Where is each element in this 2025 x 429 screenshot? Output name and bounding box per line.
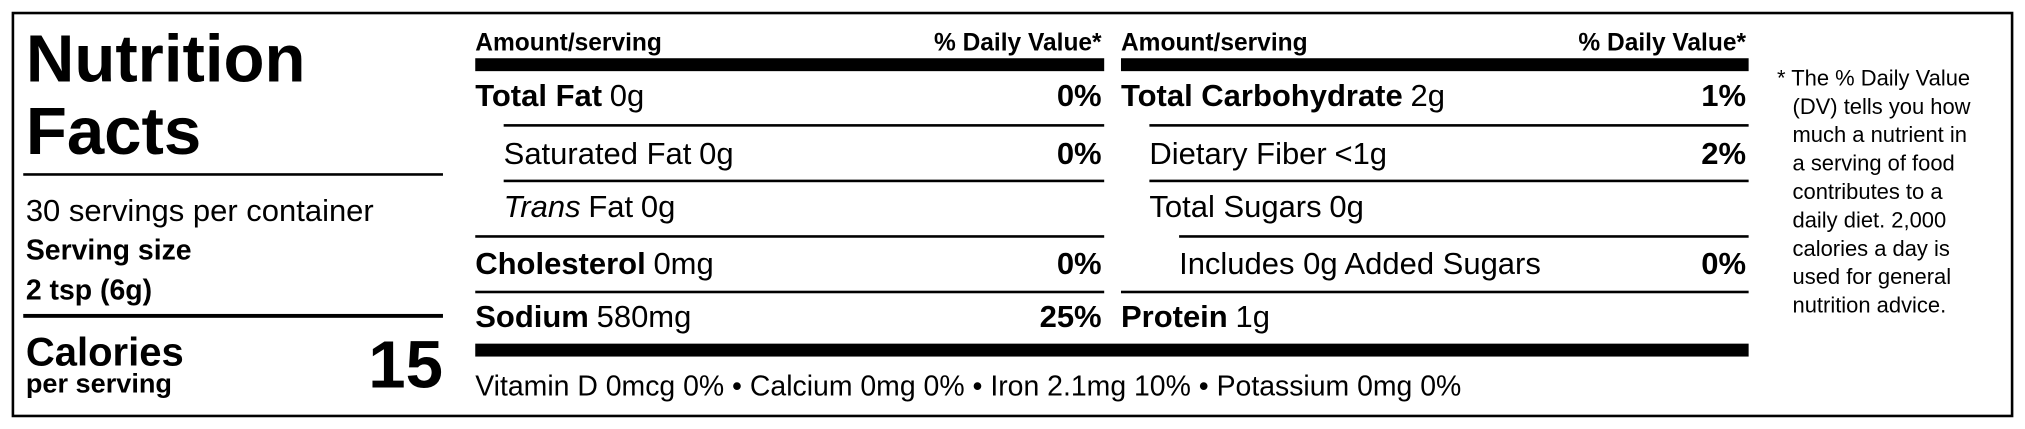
nutrient-name: Cholesterol: [475, 246, 645, 281]
footnote-line: calories a day is: [1793, 236, 1950, 261]
rule: [23, 173, 443, 176]
serving-size-label: Serving size: [26, 235, 192, 267]
amount-header: Amount/serving: [1121, 29, 1308, 56]
nutrient-amount: 0g: [1329, 189, 1363, 224]
row-label: Dietary Fiber <1g: [1149, 136, 1387, 171]
nutrient-name: Sodium: [475, 299, 589, 334]
daily-value: 1%: [1701, 78, 1746, 113]
footnote-line: contributes to a: [1793, 179, 1944, 204]
row-label: Total Sugars 0g: [1149, 189, 1363, 224]
row-label: Saturated Fat 0g: [504, 136, 734, 171]
calories-label: Calories: [26, 331, 184, 375]
rule: [503, 124, 1105, 127]
border: [11, 11, 2014, 418]
daily-value: 2%: [1701, 136, 1746, 171]
daily-value: 0%: [1701, 246, 1746, 281]
nutrient-amount: 0mg: [653, 246, 713, 281]
nutrient-name: Saturated Fat: [504, 136, 692, 171]
title: Nutrition: [26, 21, 306, 96]
calories-sub: per serving: [26, 368, 172, 399]
dv-header: % Daily Value*: [1578, 29, 1746, 56]
footnote-line: nutrition advice.: [1793, 293, 1947, 318]
rule: [1120, 290, 1749, 294]
nutrient-name: Fat: [588, 189, 633, 224]
micronutrients: Vitamin D 0mcg 0% • Calcium 0mg 0% • Iro…: [475, 370, 1461, 402]
nutrient-name: Total Sugars: [1149, 189, 1321, 224]
nutrient-amount: 580mg: [597, 299, 692, 334]
footnote-line: used for general: [1793, 264, 1952, 289]
daily-value: 25%: [1040, 299, 1102, 334]
rule: [1149, 179, 1749, 183]
nutrient-name: Dietary Fiber: [1149, 136, 1326, 171]
nutrient-amount: 0g: [610, 78, 644, 113]
rule: [23, 313, 443, 318]
footnote-line: much a nutrient in: [1793, 122, 1967, 147]
rule: [1149, 124, 1749, 127]
amount-header: Amount/serving: [475, 29, 662, 56]
servings: 30 servings per container: [26, 193, 374, 228]
title: Facts: [26, 94, 201, 169]
row-label: Total Fat 0g: [475, 78, 644, 113]
nutrient-name: Total Carbohydrate: [1121, 78, 1403, 113]
nutrient-amount: <1g: [1334, 136, 1387, 171]
row-label: Cholesterol 0mg: [475, 246, 713, 281]
row-label: Total Carbohydrate 2g: [1121, 78, 1445, 113]
nutrient-name: Protein: [1121, 299, 1228, 334]
daily-value: 0%: [1057, 78, 1102, 113]
nutrient-name: Includes 0g Added Sugars: [1179, 246, 1541, 281]
serving-size: 2 tsp (6g): [26, 275, 152, 307]
nutrient-amount: 0g: [699, 136, 733, 171]
daily-value: 0%: [1057, 246, 1102, 281]
footnote-line: a serving of food: [1793, 151, 1955, 176]
nutrient-amount: 2g: [1410, 78, 1444, 113]
nutrient-amount: 0g: [641, 189, 675, 224]
daily-value: 0%: [1057, 136, 1102, 171]
italic-name: Trans: [504, 189, 581, 224]
row-label: Trans Fat 0g: [504, 189, 676, 224]
row-label: Includes 0g Added Sugars: [1179, 246, 1541, 281]
row-label: Protein 1g: [1121, 299, 1270, 334]
thick-bar: [475, 58, 1105, 72]
nutrient-amount: 1g: [1235, 299, 1269, 334]
rule: [1179, 235, 1749, 238]
thick-bar: [1120, 58, 1749, 72]
nutrient-name: Total Fat: [475, 78, 602, 113]
rule: [503, 179, 1105, 183]
row-label: Sodium 580mg: [475, 299, 691, 334]
calories: 15: [368, 328, 443, 403]
footnote-line: (DV) tells you how: [1793, 94, 1971, 119]
dv-header: % Daily Value*: [934, 29, 1102, 56]
footnote-line: daily diet. 2,000: [1793, 207, 1947, 232]
thick-bar: [475, 343, 1749, 357]
rule: [475, 290, 1105, 294]
footnote-line: * The % Daily Value: [1777, 65, 1970, 90]
rule: [475, 235, 1105, 238]
